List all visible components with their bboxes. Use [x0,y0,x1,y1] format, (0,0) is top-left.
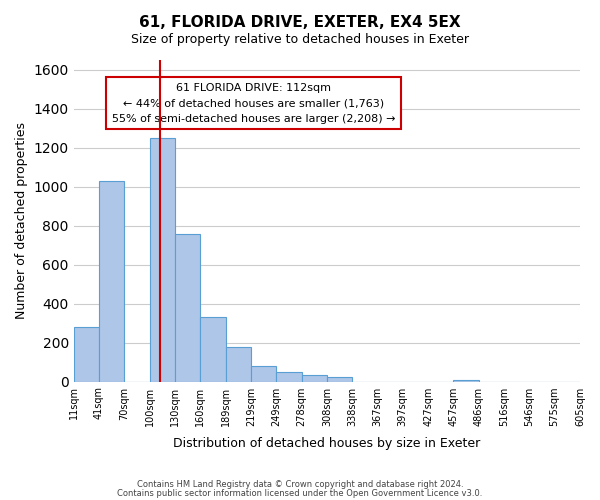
Bar [200,317,226,382]
Bar [175,234,200,382]
Bar [149,138,175,382]
Bar [99,181,124,382]
Bar [327,377,352,382]
Bar [454,380,479,382]
Bar [226,348,251,382]
Text: 61, FLORIDA DRIVE, EXETER, EX4 5EX: 61, FLORIDA DRIVE, EXETER, EX4 5EX [139,15,461,30]
Bar [276,372,302,382]
Bar [302,374,327,382]
X-axis label: Distribution of detached houses by size in Exeter: Distribution of detached houses by size … [173,437,481,450]
Bar [74,327,99,382]
Bar [251,366,276,382]
Text: Contains public sector information licensed under the Open Government Licence v3: Contains public sector information licen… [118,488,482,498]
Y-axis label: Number of detached properties: Number of detached properties [15,122,28,320]
Text: Size of property relative to detached houses in Exeter: Size of property relative to detached ho… [131,32,469,46]
Text: 61 FLORIDA DRIVE: 112sqm
← 44% of detached houses are smaller (1,763)
55% of sem: 61 FLORIDA DRIVE: 112sqm ← 44% of detach… [112,82,395,124]
Text: Contains HM Land Registry data © Crown copyright and database right 2024.: Contains HM Land Registry data © Crown c… [137,480,463,489]
